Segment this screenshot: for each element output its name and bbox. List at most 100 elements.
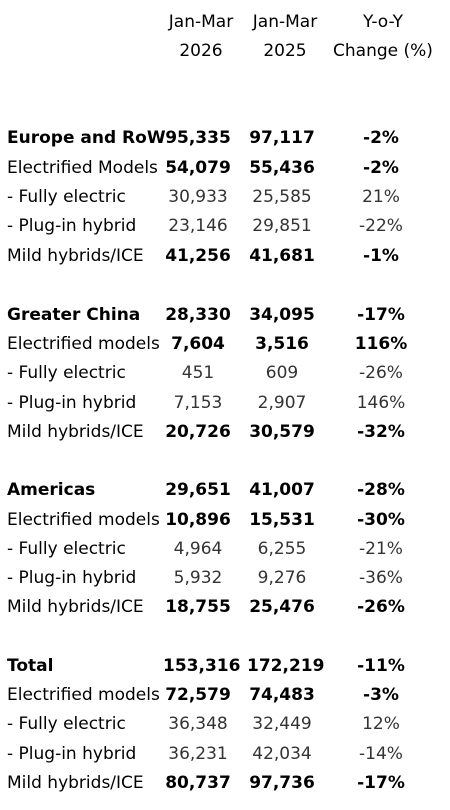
table-row-plugin-hybrid: - Plug-in hybrid 7,153 2,907 146% <box>0 392 450 414</box>
table-row-mild-ice: Mild hybrids/ICE 80,737 97,736 -17% <box>0 772 450 794</box>
table-row-fully-electric: - Fully electric 4,964 6,255 -21% <box>0 538 450 560</box>
value-2025: 25,585 <box>252 187 312 207</box>
value-change: -28% <box>357 480 405 500</box>
value-change: -30% <box>357 510 405 530</box>
value-2025: 25,476 <box>249 597 315 617</box>
value-change: -26% <box>357 597 405 617</box>
value-change: -14% <box>359 744 403 764</box>
value-2025: 74,483 <box>249 685 315 705</box>
value-2025: 42,034 <box>252 744 312 764</box>
row-label: Electrified Models <box>7 158 158 178</box>
value-2025: 15,531 <box>249 510 315 530</box>
value-change: -21% <box>359 539 403 559</box>
table-row-electrified: Electrified models 7,604 3,516 116% <box>0 333 450 355</box>
value-2026: 23,146 <box>168 216 228 236</box>
value-change: -17% <box>357 305 405 325</box>
value-change: -32% <box>357 422 405 442</box>
header-line: Jan-Mar <box>168 12 234 32</box>
value-2026: 7,153 <box>173 393 223 413</box>
table-row-fully-electric: - Fully electric 451 609 -26% <box>0 362 450 384</box>
value-change: -26% <box>359 363 403 383</box>
value-change: -36% <box>359 568 403 588</box>
value-2025: 34,095 <box>249 305 315 325</box>
value-2026: 4,964 <box>173 539 223 559</box>
value-change: 116% <box>354 334 408 354</box>
table-row-plugin-hybrid: - Plug-in hybrid 23,146 29,851 -22% <box>0 215 450 237</box>
table-row-section-total: Total 153,316 172,219 -11% <box>0 655 450 677</box>
row-label: Mild hybrids/ICE <box>7 773 144 793</box>
header-line: Jan-Mar <box>252 12 318 32</box>
header-line: 2026 <box>179 41 223 61</box>
table-row-fully-electric: - Fully electric 36,348 32,449 12% <box>0 713 450 735</box>
column-header-change: Y-o-Y Change (%) <box>331 12 435 61</box>
row-label: - Fully electric <box>7 363 126 383</box>
table-row-mild-ice: Mild hybrids/ICE 41,256 41,681 -1% <box>0 245 450 267</box>
table-row-mild-ice: Mild hybrids/ICE 20,726 30,579 -32% <box>0 421 450 443</box>
value-2026: 153,316 <box>163 656 241 676</box>
header-line: Change (%) <box>333 41 433 61</box>
value-2026: 5,932 <box>173 568 223 588</box>
value-2026: 18,755 <box>165 597 231 617</box>
header-line: 2025 <box>263 41 307 61</box>
row-label: Greater China <box>7 305 141 325</box>
column-header-2026: Jan-Mar 2026 <box>163 12 239 61</box>
row-label: Mild hybrids/ICE <box>7 246 144 266</box>
value-2025: 55,436 <box>249 158 315 178</box>
value-change: -17% <box>357 773 405 793</box>
value-2026: 7,604 <box>171 334 225 354</box>
value-2026: 80,737 <box>165 773 231 793</box>
value-2025: 97,736 <box>249 773 315 793</box>
value-2026: 72,579 <box>165 685 231 705</box>
value-change: -3% <box>363 685 399 705</box>
value-2025: 6,255 <box>257 539 307 559</box>
value-2025: 609 <box>265 363 299 383</box>
value-2025: 172,219 <box>247 656 325 676</box>
value-change: -2% <box>363 128 399 148</box>
row-label: - Fully electric <box>7 187 126 207</box>
value-2026: 451 <box>181 363 215 383</box>
row-label: - Plug-in hybrid <box>7 568 137 588</box>
value-2025: 29,851 <box>252 216 312 236</box>
value-2026: 28,330 <box>165 305 231 325</box>
value-2025: 41,681 <box>249 246 315 266</box>
value-change: -1% <box>363 246 399 266</box>
column-header-2025: Jan-Mar 2025 <box>247 12 323 61</box>
row-label: Electrified models <box>7 510 160 530</box>
table-row-section-total: Europe and RoW 95,335 97,117 -2% <box>0 127 450 149</box>
table-row-plugin-hybrid: - Plug-in hybrid 36,231 42,034 -14% <box>0 743 450 765</box>
header-line: Y-o-Y <box>362 12 404 32</box>
value-2025: 30,579 <box>249 422 315 442</box>
value-2026: 54,079 <box>165 158 231 178</box>
table-row-section-total: Greater China 28,330 34,095 -17% <box>0 304 450 326</box>
value-change: -22% <box>359 216 403 236</box>
row-label: Electrified models <box>7 685 160 705</box>
value-2026: 20,726 <box>165 422 231 442</box>
value-2025: 2,907 <box>257 393 307 413</box>
row-label: - Plug-in hybrid <box>7 393 137 413</box>
value-change: 146% <box>356 393 406 413</box>
value-2026: 41,256 <box>165 246 231 266</box>
row-label: Mild hybrids/ICE <box>7 597 144 617</box>
table-row-electrified: Electrified Models 54,079 55,436 -2% <box>0 157 450 179</box>
value-2026: 10,896 <box>165 510 231 530</box>
row-label: Americas <box>7 480 96 500</box>
row-label: - Plug-in hybrid <box>7 216 137 236</box>
value-2025: 32,449 <box>252 714 312 734</box>
row-label: - Fully electric <box>7 714 126 734</box>
value-change: -11% <box>357 656 405 676</box>
row-label: Mild hybrids/ICE <box>7 422 144 442</box>
row-label: Total <box>7 656 54 676</box>
value-2025: 97,117 <box>249 128 315 148</box>
table-row-mild-ice: Mild hybrids/ICE 18,755 25,476 -26% <box>0 596 450 618</box>
value-2026: 36,348 <box>168 714 228 734</box>
value-change: -2% <box>363 158 399 178</box>
table-row-fully-electric: - Fully electric 30,933 25,585 21% <box>0 186 450 208</box>
row-label: Electrified models <box>7 334 160 354</box>
row-label: - Plug-in hybrid <box>7 744 137 764</box>
table-row-section-total: Americas 29,651 41,007 -28% <box>0 479 450 501</box>
value-2026: 29,651 <box>165 480 231 500</box>
row-label: Europe and RoW <box>7 128 166 148</box>
table-row-plugin-hybrid: - Plug-in hybrid 5,932 9,276 -36% <box>0 567 450 589</box>
value-2026: 30,933 <box>168 187 228 207</box>
